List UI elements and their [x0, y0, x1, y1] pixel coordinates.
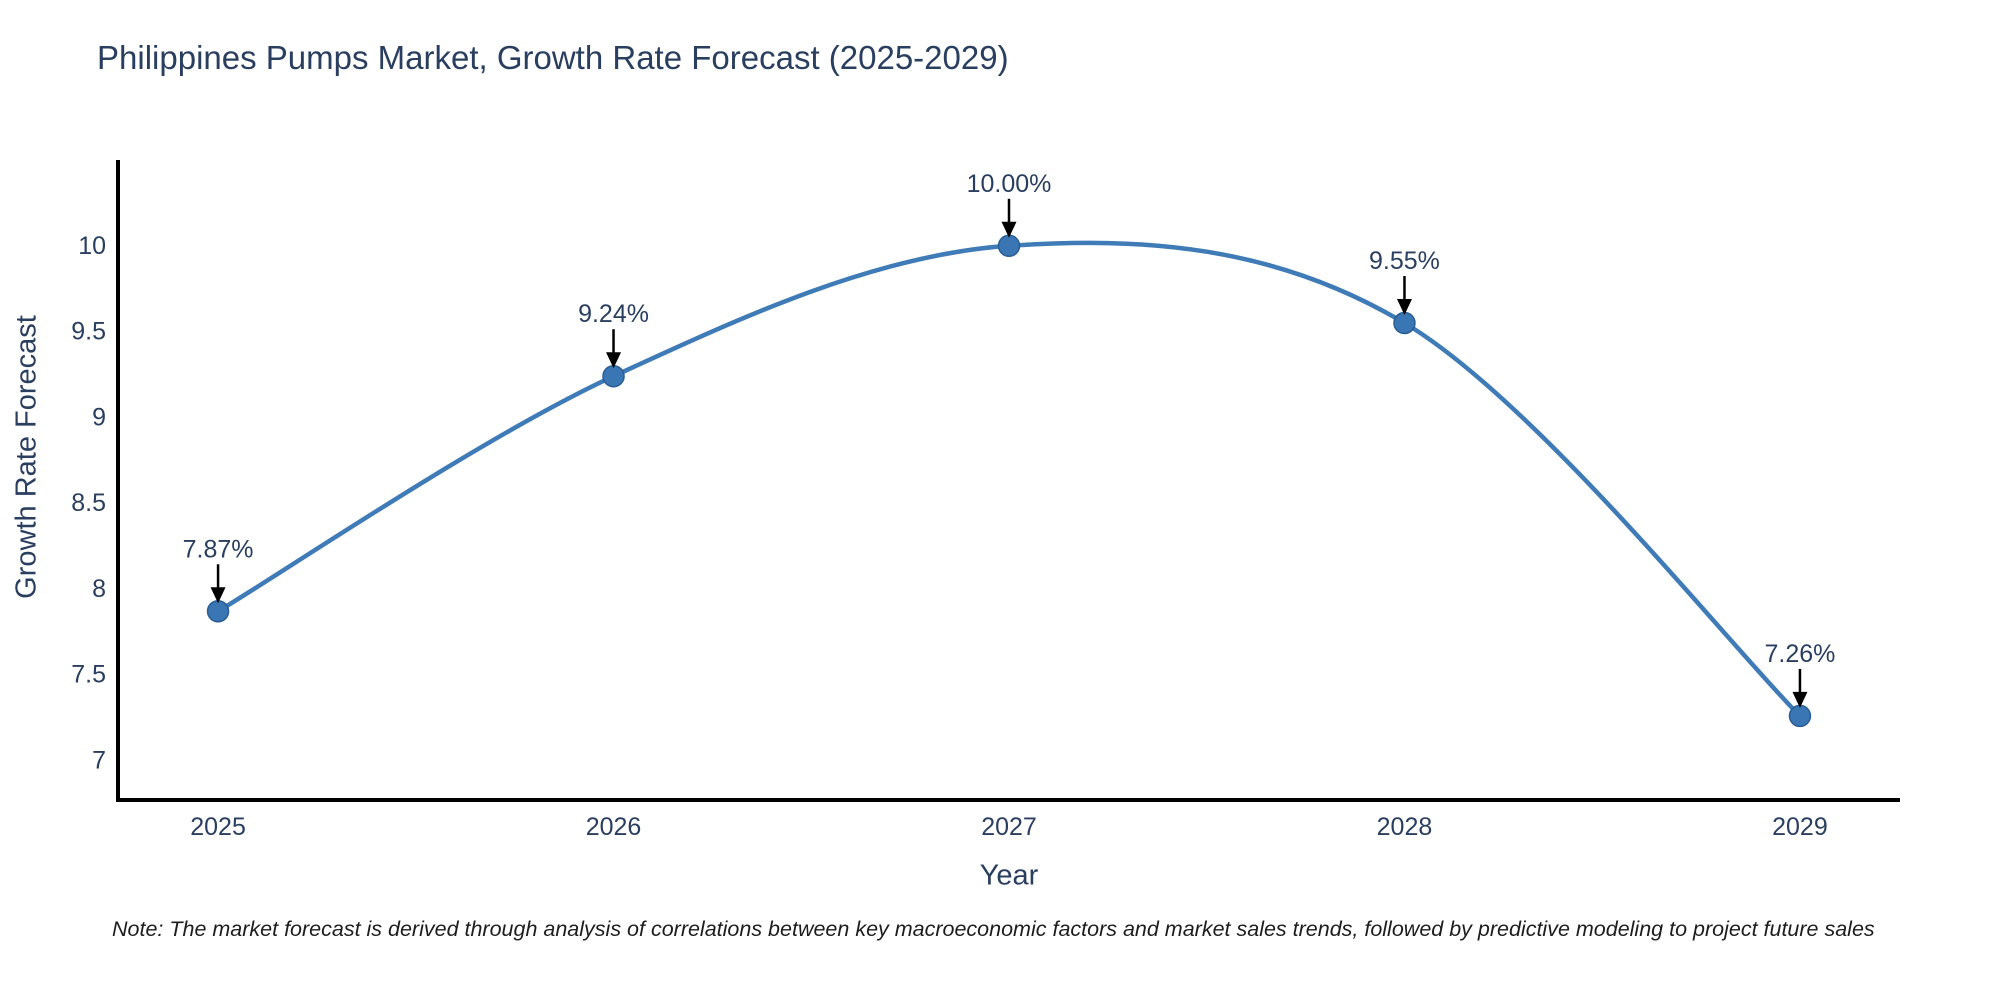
annotation-arrow-head — [1792, 691, 1808, 708]
point-value-label: 9.55% — [1369, 247, 1440, 275]
point-value-label: 9.24% — [578, 300, 649, 328]
x-tick-label: 2026 — [586, 813, 642, 841]
footnote: Note: The market forecast is derived thr… — [112, 917, 1875, 941]
y-tick-label: 7 — [92, 747, 106, 775]
annotation-arrow-head — [606, 352, 622, 369]
x-tick-label: 2027 — [981, 813, 1037, 841]
data-point-2029[interactable] — [1788, 704, 1812, 728]
data-point-2025[interactable] — [206, 600, 230, 623]
x-tick-label: 2025 — [190, 813, 246, 841]
x-axis-title: Year — [979, 859, 1039, 892]
data-point-2026[interactable] — [602, 364, 625, 388]
chart-title: Philippines Pumps Market, Growth Rate Fo… — [97, 39, 1009, 76]
annotation-arrow-head — [210, 587, 226, 604]
data-point-2027[interactable] — [997, 234, 1021, 258]
trend-line — [215, 240, 1803, 719]
point-value-label: 7.87% — [183, 535, 254, 563]
y-axis-title: Growth Rate Forecast — [10, 315, 43, 599]
y-tick-label: 9 — [92, 403, 106, 431]
data-point-2028[interactable] — [1393, 311, 1416, 335]
y-tick-label: 7.5 — [71, 661, 106, 689]
annotation-arrow-head — [1396, 299, 1412, 316]
x-tick-label: 2028 — [1377, 813, 1433, 841]
y-tick-label: 9.5 — [71, 318, 106, 346]
y-tick-label: 8.5 — [71, 489, 106, 517]
x-tick-label: 2029 — [1772, 813, 1828, 841]
point-value-label: 7.26% — [1765, 640, 1836, 668]
annotation-arrow-head — [1001, 221, 1017, 238]
point-value-label: 10.00% — [967, 170, 1052, 198]
y-tick-label: 10 — [78, 232, 106, 260]
y-tick-label: 8 — [92, 575, 106, 603]
